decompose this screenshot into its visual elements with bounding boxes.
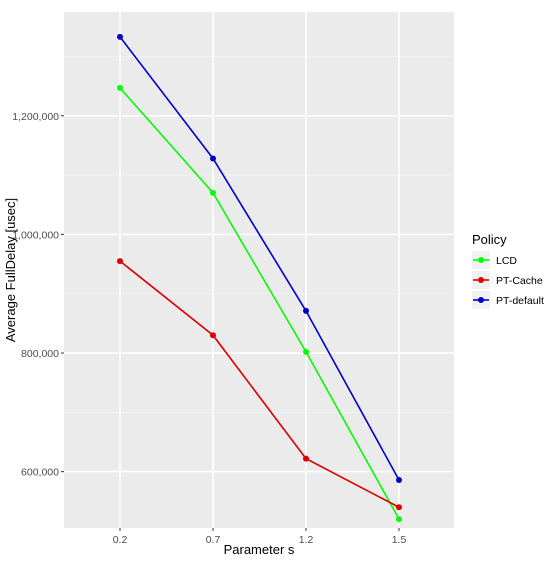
legend-label: PT-default xyxy=(496,295,544,307)
data-point-pt-cache xyxy=(117,258,123,265)
data-point-pt-cache xyxy=(396,504,402,511)
legend-item-lcd: LCD xyxy=(472,251,517,269)
data-point-lcd xyxy=(210,189,216,196)
x-axis-title: Parameter s xyxy=(224,542,295,557)
legend-key-point xyxy=(478,297,484,303)
data-point-pt-cache xyxy=(210,332,216,339)
y-axis-title: Average FullDelay [usec] xyxy=(3,198,18,342)
data-point-lcd xyxy=(303,348,309,355)
y-tick-label: 1,200,000 xyxy=(12,111,59,123)
minor-gridlines xyxy=(64,56,454,413)
y-tick-label: 1,000,000 xyxy=(12,229,59,241)
x-tick-label: 0.2 xyxy=(113,534,128,546)
x-tick-label: 1.2 xyxy=(299,534,314,546)
legend-key-point xyxy=(478,257,484,263)
y-axis: 600,000 800,000 1,000,000 1,200,000 xyxy=(12,111,64,479)
data-point-pt-default xyxy=(117,33,123,40)
legend-label: LCD xyxy=(496,255,517,267)
data-point-pt-default xyxy=(303,307,309,314)
data-point-pt-default xyxy=(210,155,216,162)
data-point-pt-cache xyxy=(303,455,309,462)
legend-label: PT-Cache xyxy=(496,275,543,287)
x-tick-label: 0.7 xyxy=(206,534,221,546)
x-axis: 0.2 0.7 1.2 1.5 xyxy=(113,528,407,546)
legend-item-pt-default: PT-default xyxy=(472,291,544,309)
legend: Policy LCD PT-Cache PT-default xyxy=(472,232,544,309)
legend-title: Policy xyxy=(472,232,507,247)
data-point-pt-default xyxy=(396,476,402,483)
series-line-pt-default xyxy=(119,36,400,481)
legend-item-pt-cache: PT-Cache xyxy=(472,271,543,289)
y-tick-label: 800,000 xyxy=(21,348,59,360)
legend-items: LCD PT-Cache PT-default xyxy=(472,251,544,309)
series-line-lcd xyxy=(119,87,400,520)
major-gridlines xyxy=(64,12,454,528)
y-tick-label: 600,000 xyxy=(21,467,59,479)
series-lines xyxy=(119,36,400,520)
x-tick-label: 1.5 xyxy=(392,534,407,546)
legend-key-point xyxy=(478,277,484,283)
series-line-pt-cache xyxy=(119,260,400,508)
series-points xyxy=(117,33,402,523)
data-point-lcd xyxy=(117,84,123,91)
data-point-lcd xyxy=(396,516,402,523)
